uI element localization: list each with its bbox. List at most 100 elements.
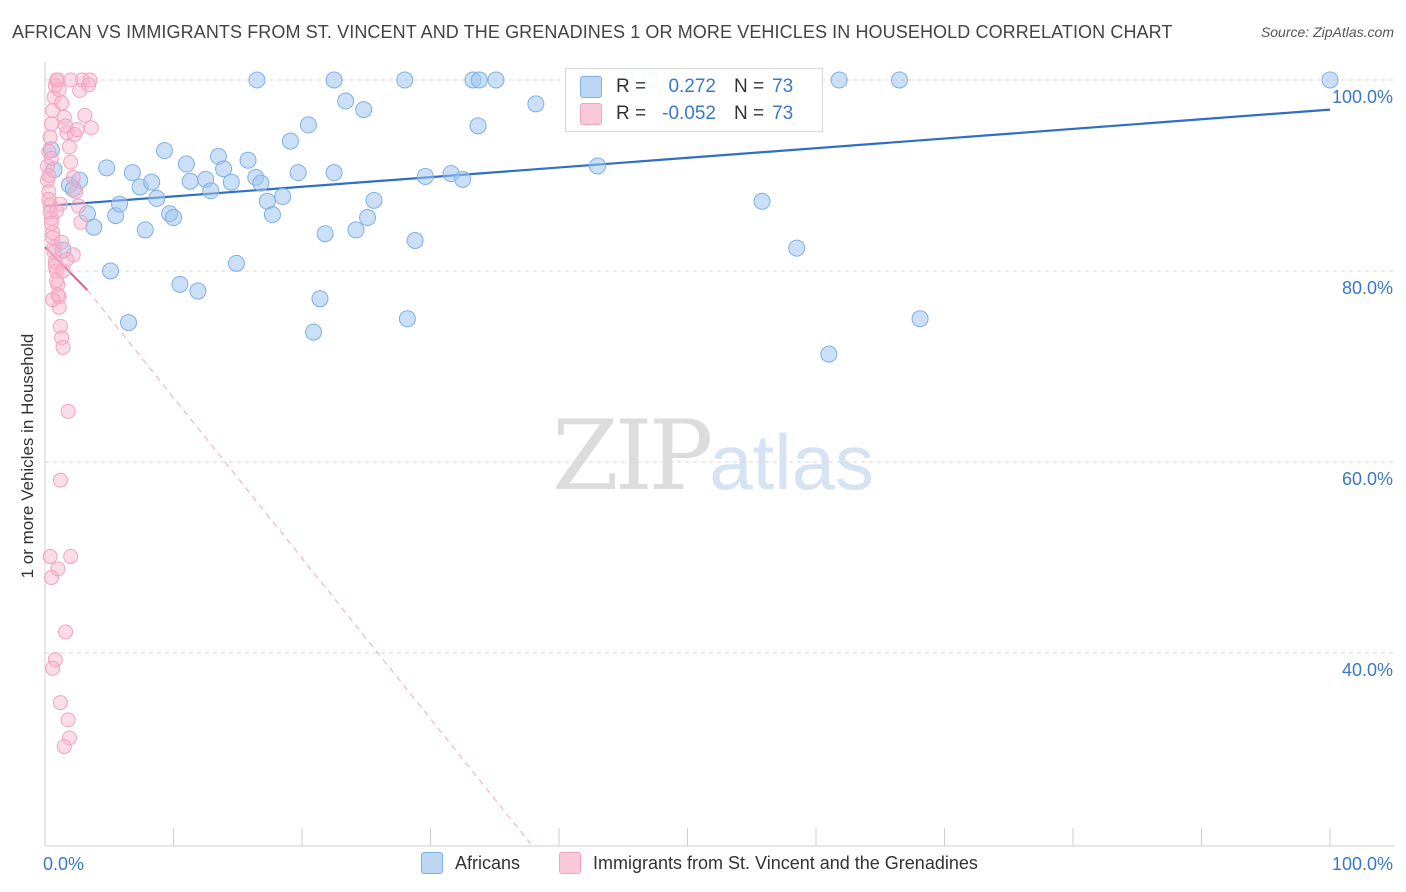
point-africans bbox=[820, 345, 838, 363]
point-immigrants bbox=[63, 154, 79, 170]
point-africans bbox=[215, 160, 233, 178]
point-immigrants bbox=[45, 660, 61, 676]
point-africans bbox=[305, 323, 323, 341]
point-immigrants bbox=[59, 252, 75, 268]
point-immigrants bbox=[73, 214, 89, 230]
point-africans bbox=[365, 191, 383, 209]
point-immigrants bbox=[69, 122, 85, 138]
r-value: 0.272 bbox=[668, 76, 716, 97]
point-africans bbox=[120, 314, 138, 332]
point-africans bbox=[123, 164, 141, 182]
point-africans bbox=[181, 172, 199, 190]
point-immigrants bbox=[58, 118, 74, 134]
point-africans bbox=[487, 71, 505, 89]
point-immigrants bbox=[55, 339, 71, 355]
legend-swatch-africans bbox=[580, 76, 602, 98]
legend-row-africans: R = 0.272 N = 73 bbox=[580, 75, 793, 99]
point-africans bbox=[165, 209, 182, 227]
point-immigrants bbox=[54, 234, 70, 250]
point-immigrants bbox=[43, 215, 59, 231]
point-africans bbox=[148, 189, 166, 207]
point-africans bbox=[189, 282, 207, 300]
point-immigrants bbox=[60, 712, 76, 728]
point-africans bbox=[252, 174, 270, 192]
legend-swatch-immigrants bbox=[580, 103, 602, 125]
point-immigrants bbox=[42, 549, 58, 565]
point-immigrants bbox=[47, 652, 63, 668]
n-value: 73 bbox=[772, 103, 794, 124]
y-tick-label: 80.0% bbox=[1342, 278, 1393, 298]
legend-swatch-immigrants bbox=[559, 852, 581, 874]
point-immigrants bbox=[51, 299, 67, 315]
point-africans bbox=[398, 310, 416, 328]
point-africans bbox=[289, 164, 307, 182]
legend-label-immigrants: Immigrants from St. Vincent and the Gren… bbox=[593, 852, 978, 873]
point-immigrants bbox=[83, 120, 99, 136]
point-africans bbox=[316, 225, 334, 243]
point-africans bbox=[299, 116, 317, 134]
point-africans bbox=[171, 275, 189, 293]
point-immigrants bbox=[41, 168, 57, 183]
point-africans bbox=[177, 155, 195, 173]
point-africans bbox=[454, 170, 472, 188]
point-immigrants bbox=[61, 730, 77, 746]
legend-label-africans: Africans bbox=[455, 852, 521, 873]
point-africans bbox=[416, 167, 434, 185]
legend-item-immigrants[interactable]: Immigrants from St. Vincent and the Gren… bbox=[559, 852, 978, 874]
point-africans bbox=[143, 173, 161, 191]
point-africans bbox=[202, 182, 220, 200]
point-immigrants bbox=[58, 624, 74, 640]
point-africans bbox=[891, 71, 909, 89]
point-immigrants bbox=[52, 318, 68, 334]
point-africans bbox=[355, 101, 373, 119]
point-immigrants bbox=[82, 72, 98, 88]
point-immigrants bbox=[60, 403, 76, 419]
point-africans bbox=[527, 95, 545, 113]
trend-line-immigrants-extended bbox=[87, 289, 532, 845]
point-immigrants bbox=[42, 204, 58, 220]
point-africans bbox=[111, 195, 129, 213]
point-africans bbox=[102, 262, 120, 280]
point-immigrants bbox=[63, 72, 79, 88]
point-immigrants bbox=[45, 292, 61, 308]
point-africans bbox=[470, 71, 488, 89]
chart-title: AFRICAN VS IMMIGRANTS FROM ST. VINCENT A… bbox=[12, 22, 1173, 42]
point-immigrants bbox=[50, 72, 66, 88]
point-africans bbox=[347, 221, 365, 239]
legend-swatch-africans bbox=[421, 852, 443, 874]
point-immigrants bbox=[43, 570, 59, 586]
n-label: N = bbox=[734, 103, 765, 124]
source-credit: Source: ZipAtlas.com bbox=[1260, 24, 1394, 40]
point-africans bbox=[469, 117, 487, 135]
point-africans bbox=[359, 209, 377, 227]
data-points bbox=[40, 71, 1339, 755]
legend-item-africans[interactable]: Africans bbox=[421, 852, 520, 874]
point-immigrants bbox=[63, 549, 79, 565]
point-africans bbox=[406, 231, 424, 249]
r-label: R = bbox=[616, 76, 647, 97]
point-immigrants bbox=[43, 150, 59, 166]
point-africans bbox=[788, 239, 806, 257]
point-immigrants bbox=[65, 169, 81, 185]
point-africans bbox=[263, 206, 281, 224]
x-tick-label: 0.0% bbox=[43, 854, 84, 874]
point-africans bbox=[396, 71, 414, 89]
point-africans bbox=[136, 221, 154, 239]
point-africans bbox=[1321, 71, 1339, 89]
y-tick-label: 60.0% bbox=[1342, 469, 1393, 489]
point-immigrants bbox=[77, 107, 93, 123]
point-immigrants bbox=[46, 89, 62, 105]
n-label: N = bbox=[734, 76, 765, 97]
point-africans bbox=[337, 92, 355, 110]
point-africans bbox=[911, 310, 929, 328]
point-africans bbox=[54, 241, 72, 259]
point-africans bbox=[239, 151, 257, 169]
point-immigrants bbox=[54, 95, 70, 111]
point-africans bbox=[753, 192, 771, 210]
point-africans bbox=[156, 142, 174, 160]
point-africans bbox=[325, 164, 343, 182]
r-value: -0.052 bbox=[662, 103, 716, 124]
n-value: 73 bbox=[772, 76, 794, 97]
point-immigrants bbox=[56, 739, 72, 755]
